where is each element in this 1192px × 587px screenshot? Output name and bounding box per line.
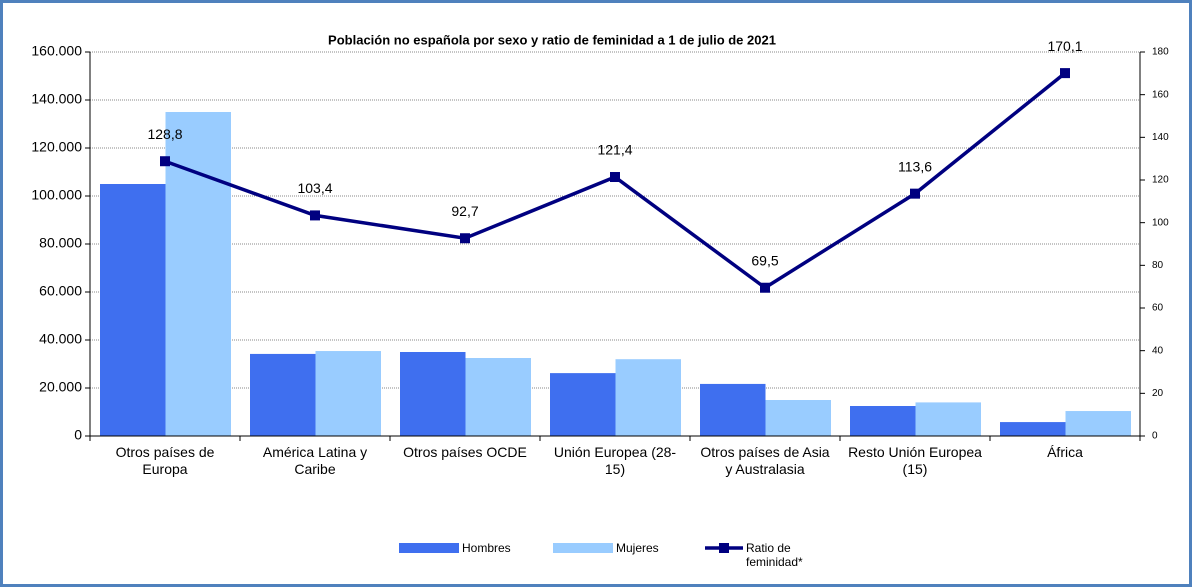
data-label: 121,4 xyxy=(597,142,632,158)
data-label: 128,8 xyxy=(147,126,182,142)
bar xyxy=(315,351,381,436)
y2-tick-label: 180 xyxy=(1152,47,1169,58)
x-tick-label: Otros países de Asia y Australasia xyxy=(700,444,830,477)
y-tick-label: 60.000 xyxy=(39,283,82,299)
bar xyxy=(700,383,766,436)
y2-tick-label: 140 xyxy=(1152,132,1169,143)
y2-tick-label: 0 xyxy=(1152,431,1158,442)
y-tick-label: 0 xyxy=(74,427,82,443)
x-tick-label: Resto Unión Europea (15) xyxy=(848,444,982,477)
chart-title: Población no española por sexo y ratio d… xyxy=(328,32,776,47)
y-tick-label: 80.000 xyxy=(39,235,82,251)
y2-tick-label: 40 xyxy=(1152,345,1164,356)
bar xyxy=(400,352,466,436)
y2-tick-label: 20 xyxy=(1152,388,1164,399)
legend-swatch xyxy=(399,543,459,553)
data-label: 92,7 xyxy=(451,203,478,219)
y-tick-label: 120.000 xyxy=(31,139,82,155)
marker xyxy=(910,188,920,199)
bar xyxy=(250,353,316,436)
y-tick-label: 40.000 xyxy=(39,331,82,347)
data-label: 103,4 xyxy=(297,180,332,196)
bar xyxy=(1065,411,1131,436)
marker xyxy=(610,172,620,183)
legend-label: Hombres xyxy=(462,541,511,555)
y2-tick-label: 160 xyxy=(1152,89,1169,100)
y2-tick-label: 80 xyxy=(1152,260,1164,271)
data-label: 69,5 xyxy=(751,252,778,268)
x-tick-label: América Latina y Caribe xyxy=(262,444,368,477)
bar xyxy=(850,406,916,436)
legend-swatch xyxy=(553,543,613,553)
bar xyxy=(165,112,231,436)
marker xyxy=(760,282,770,293)
data-label: 170,1 xyxy=(1047,38,1082,54)
marker xyxy=(160,156,170,167)
y-tick-label: 100.000 xyxy=(31,187,82,203)
x-tick-label: África xyxy=(1047,444,1083,460)
data-label: 113,6 xyxy=(898,158,932,174)
y2-tick-label: 100 xyxy=(1152,217,1169,228)
bar xyxy=(915,402,981,436)
bar xyxy=(465,358,531,436)
y-tick-label: 160.000 xyxy=(31,43,82,59)
legend-swatch xyxy=(719,543,729,553)
bar xyxy=(615,359,681,436)
marker xyxy=(1060,68,1070,79)
x-tick-label: Unión Europea (28-15) xyxy=(553,444,677,477)
x-tick-label: Otros países de Europa xyxy=(115,444,215,477)
y-tick-label: 140.000 xyxy=(31,91,82,107)
marker xyxy=(460,233,470,244)
bar xyxy=(1000,422,1066,436)
y2-tick-label: 120 xyxy=(1152,175,1169,186)
x-tick-label: Otros países OCDE xyxy=(403,444,527,460)
legend-label: Mujeres xyxy=(616,541,659,555)
y2-tick-label: 60 xyxy=(1152,303,1164,314)
bar xyxy=(100,184,166,436)
legend-label: Ratio de feminidad* xyxy=(746,541,803,569)
bar xyxy=(550,373,616,436)
marker xyxy=(310,210,320,221)
y-tick-label: 20.000 xyxy=(39,379,82,395)
bar xyxy=(765,400,831,436)
